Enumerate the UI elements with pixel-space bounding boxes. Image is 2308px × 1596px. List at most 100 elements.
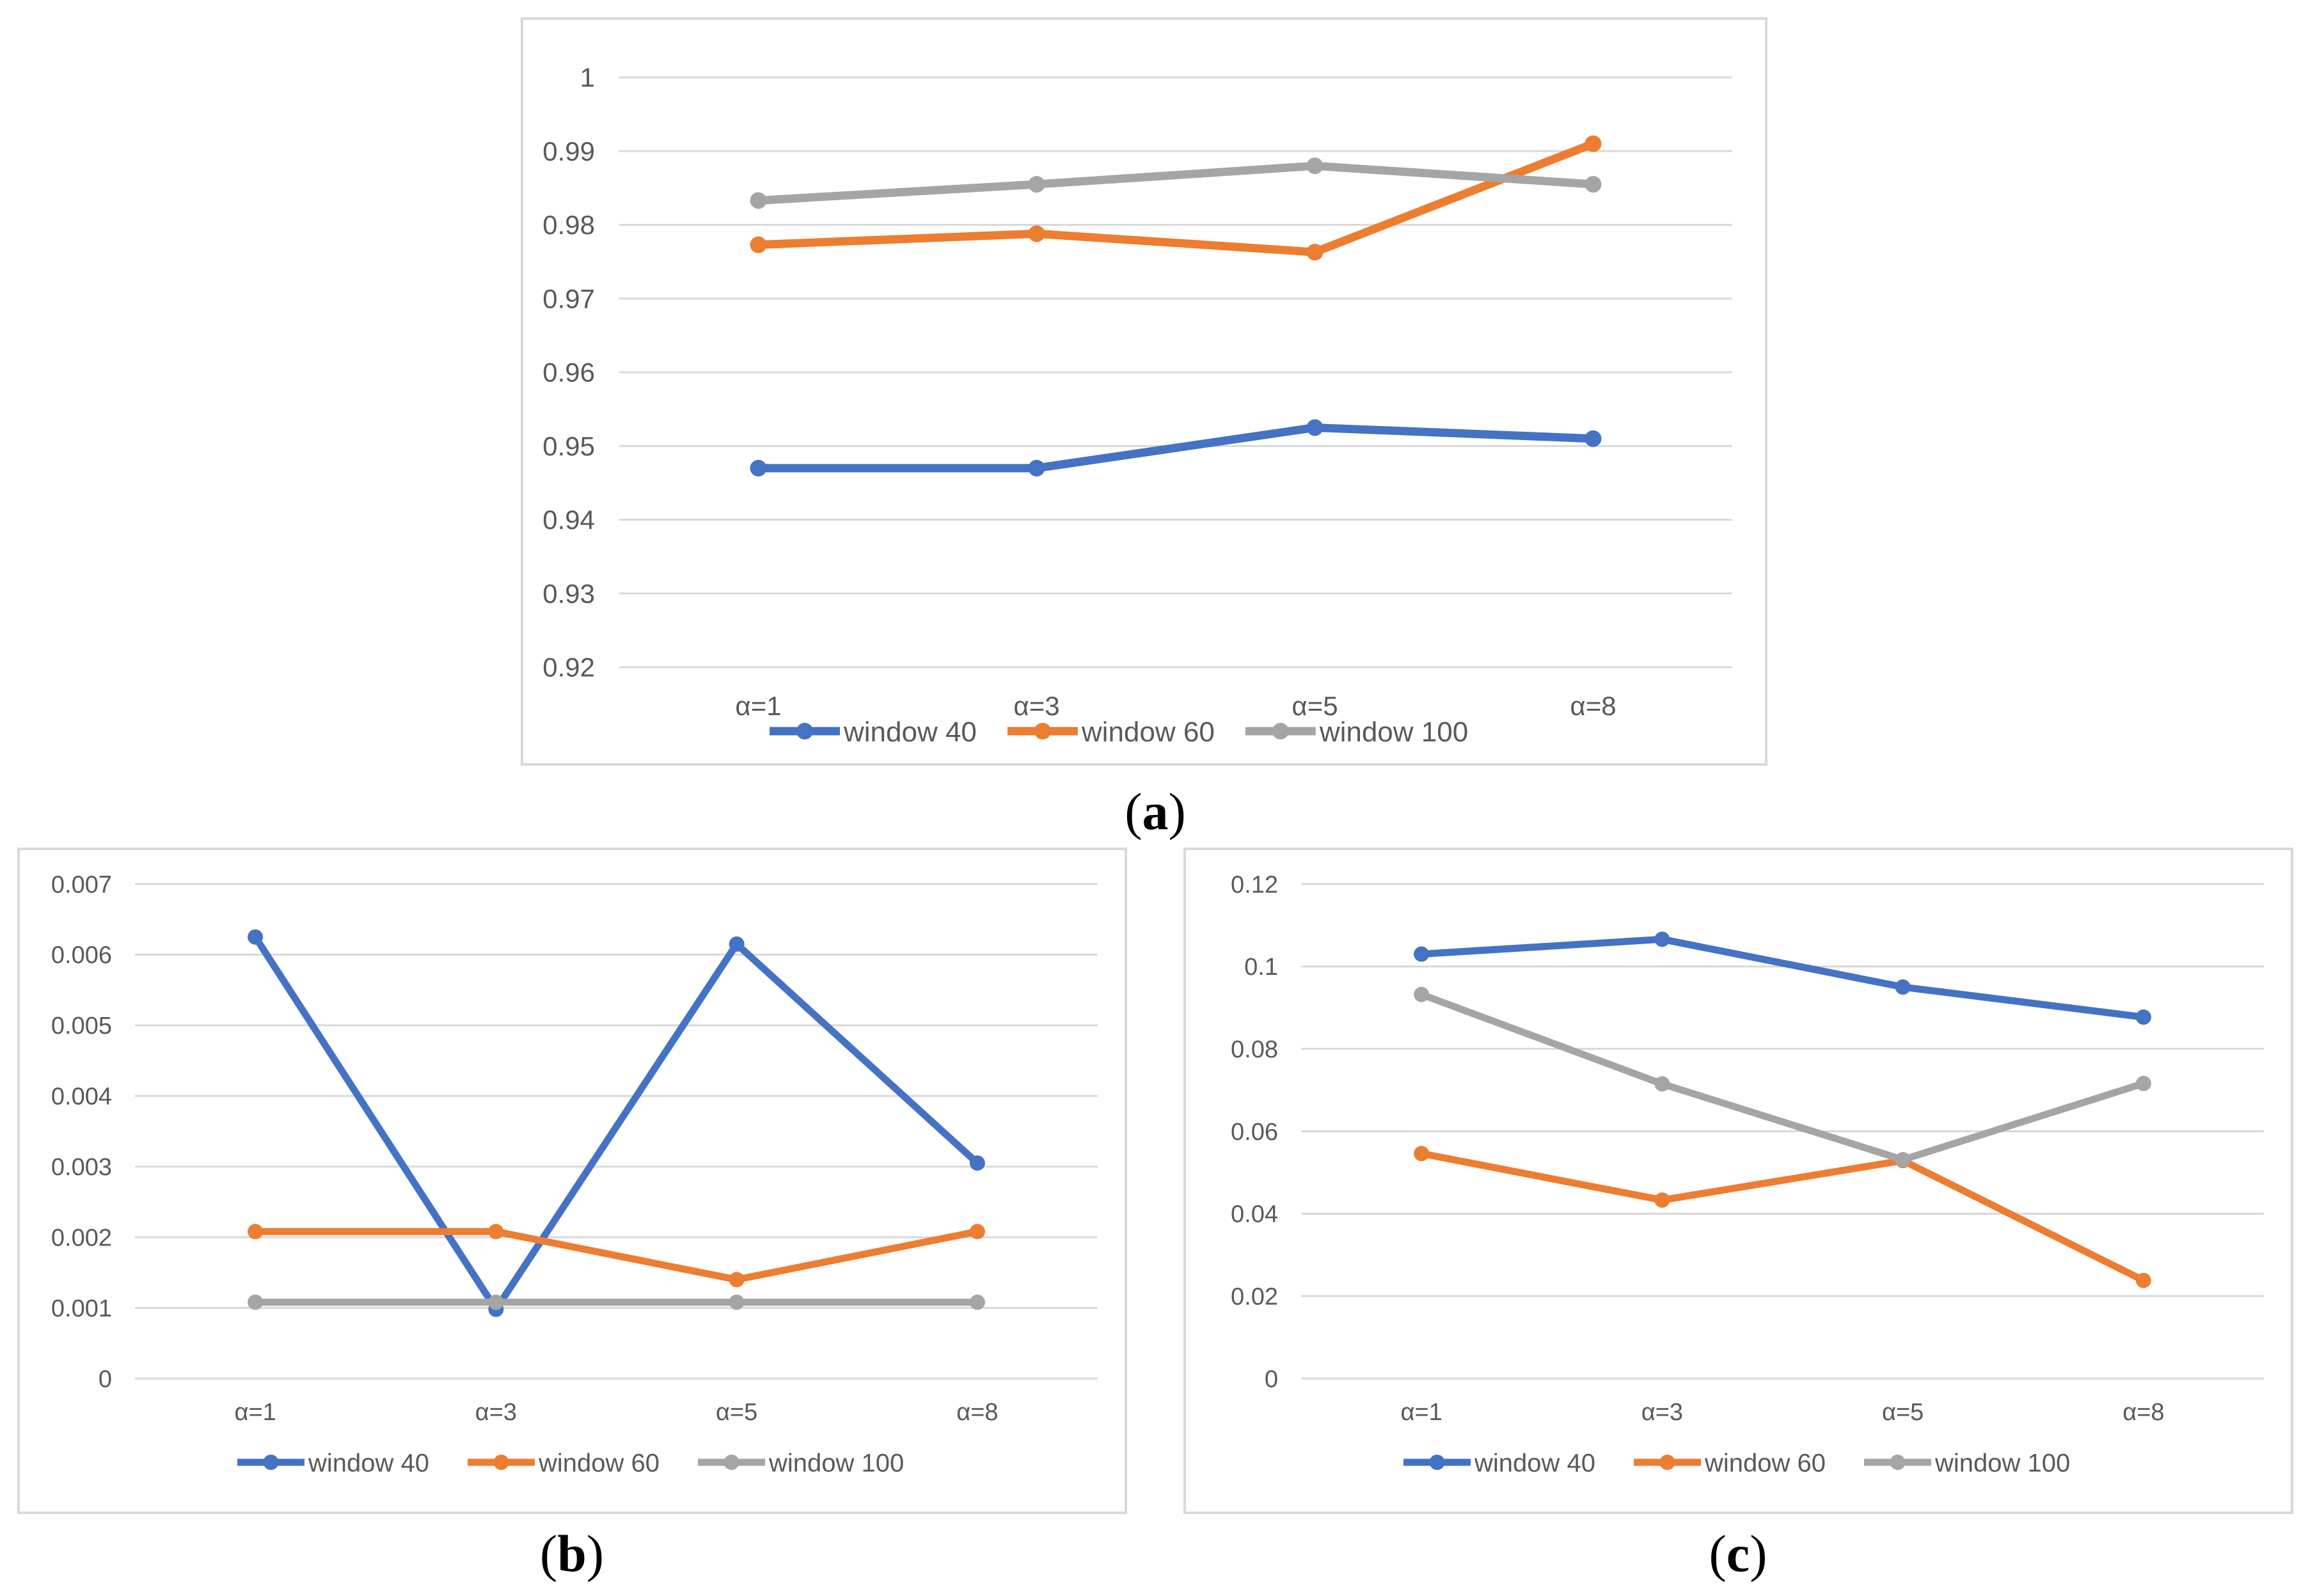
y-tick-label: 0.1: [1244, 954, 1278, 981]
data-point: [1028, 225, 1045, 242]
data-point: [1895, 1151, 1911, 1167]
data-point: [750, 192, 767, 209]
y-tick-label: 0.005: [51, 1013, 112, 1039]
data-point: [1585, 176, 1602, 193]
caption-b-close: ): [586, 1524, 605, 1583]
y-tick-label: 0.93: [542, 578, 595, 608]
legend-marker: [493, 1455, 509, 1470]
legend-entry: window 60: [1007, 716, 1215, 748]
y-tick-label: 0.02: [1231, 1283, 1278, 1310]
x-tick-label: α=5: [716, 1399, 757, 1426]
x-tick-label: α=3: [475, 1399, 517, 1426]
legend-label: window 40: [1474, 1449, 1595, 1477]
legend-entry: window 100: [1245, 716, 1468, 748]
legend-label: window 40: [843, 716, 977, 748]
series-line: [754, 423, 1597, 473]
y-tick-label: 0.04: [1231, 1201, 1278, 1228]
y-tick-label: 0.002: [51, 1224, 112, 1251]
x-tick-label: α=8: [1570, 691, 1616, 721]
legend-marker: [723, 1455, 739, 1470]
data-point: [1306, 419, 1324, 436]
chart-panel-b: 0 0.001 0.002 0.003 0.004 0.005 0.006 0.007 α=1 α…: [17, 848, 1127, 1514]
legend-marker: [1429, 1455, 1445, 1470]
data-point: [1028, 176, 1045, 193]
legend-label: window 100: [1319, 716, 1468, 748]
y-tick-label: 0.94: [542, 505, 595, 535]
y-tick-label: 0.003: [51, 1154, 112, 1181]
legend-label: window 40: [308, 1449, 429, 1477]
y-tick-label: 0.004: [51, 1084, 112, 1110]
x-tick-label: α=8: [956, 1399, 998, 1426]
legend-marker: [1659, 1455, 1675, 1470]
caption-c-letter: c: [1726, 1524, 1750, 1583]
data-point: [1585, 430, 1602, 447]
data-point: [1028, 459, 1045, 477]
legend-entry: window 40: [770, 716, 977, 748]
x-tick-label: α=3: [1013, 691, 1059, 721]
data-point: [750, 459, 767, 477]
caption-b-letter: b: [557, 1524, 587, 1583]
data-point: [1654, 931, 1670, 947]
series-line: [1418, 1150, 2147, 1284]
data-point: [969, 1155, 985, 1171]
series-line: [251, 933, 981, 1313]
chart-a-svg: 0.92 0.93 0.94 0.95 0.96 0.97 0.98 0.99 1 α=1 α=3 α…: [542, 63, 1732, 748]
data-point: [1414, 1146, 1430, 1162]
y-tick-label: 0.007: [51, 871, 112, 898]
legend-label: window 100: [768, 1449, 904, 1477]
data-point: [750, 236, 767, 253]
y-tick-label: 0.08: [1231, 1036, 1278, 1063]
data-point: [1414, 986, 1430, 1002]
caption-c-open: (: [1709, 1524, 1727, 1583]
legend-entry: window 60: [1634, 1449, 1826, 1477]
data-point: [1654, 1076, 1670, 1092]
series-line: [1418, 991, 2147, 1164]
data-point: [1306, 157, 1324, 175]
y-tick-label: 0.006: [51, 942, 112, 969]
data-point: [1654, 1192, 1670, 1208]
x-tick-label: α=8: [2122, 1399, 2164, 1426]
y-tick-label: 0.12: [1231, 871, 1278, 898]
x-tick-label: α=5: [1292, 691, 1338, 721]
caption-a-close: ): [1168, 782, 1186, 841]
data-point: [1414, 946, 1430, 962]
chart-panel-c: 0 0.02 0.04 0.06 0.08 0.1 0.12 α=1 α=3 α=5 α=8 wind…: [1183, 848, 2293, 1514]
caption-c: (c): [1709, 1524, 1767, 1584]
x-tick-label: α=3: [1641, 1399, 1683, 1426]
data-point: [1585, 135, 1602, 152]
data-point: [248, 1294, 264, 1310]
series-line: [754, 139, 1597, 257]
legend-entry: window 60: [468, 1449, 660, 1477]
data-point: [248, 929, 264, 945]
data-point: [248, 1224, 264, 1240]
data-point: [969, 1294, 985, 1310]
legend-label: window 100: [1934, 1449, 2070, 1477]
legend-entry: window 100: [1864, 1449, 2070, 1477]
data-point: [1895, 979, 1911, 995]
caption-a-letter: a: [1142, 782, 1169, 841]
x-tick-label: α=1: [234, 1399, 276, 1426]
chart-c-svg: 0 0.02 0.04 0.06 0.08 0.1 0.12 α=1 α=3 α=5 α=8 wind…: [1231, 871, 2264, 1477]
caption-b: (b): [540, 1524, 604, 1584]
y-tick-label: 0.97: [542, 283, 595, 313]
legend-entry: window 40: [237, 1449, 429, 1477]
data-point: [2135, 1272, 2151, 1288]
series-line: [251, 1228, 981, 1283]
data-point: [2135, 1009, 2151, 1025]
y-tick-label: 0: [1265, 1366, 1278, 1393]
y-tick-label: 0.92: [542, 652, 595, 683]
data-point: [2135, 1075, 2151, 1091]
data-point: [969, 1224, 985, 1240]
x-tick-label: α=1: [1400, 1399, 1442, 1426]
caption-c-close: ): [1750, 1524, 1767, 1583]
y-tick-label: 0.98: [542, 210, 595, 240]
data-point: [488, 1224, 504, 1240]
legend-entry: window 100: [698, 1449, 904, 1477]
legend-label: window 60: [1704, 1449, 1826, 1477]
legend-label: window 60: [1081, 716, 1215, 748]
y-tick-label: 0.96: [542, 358, 595, 388]
chart-panel-a: 0.92 0.93 0.94 0.95 0.96 0.97 0.98 0.99 1 α=1 α=3 α…: [521, 17, 1767, 766]
caption-a: (a): [1125, 782, 1186, 842]
legend-marker: [263, 1455, 279, 1470]
chart-b-svg: 0 0.001 0.002 0.003 0.004 0.005 0.006 0.007 α=1 α…: [51, 871, 1098, 1477]
